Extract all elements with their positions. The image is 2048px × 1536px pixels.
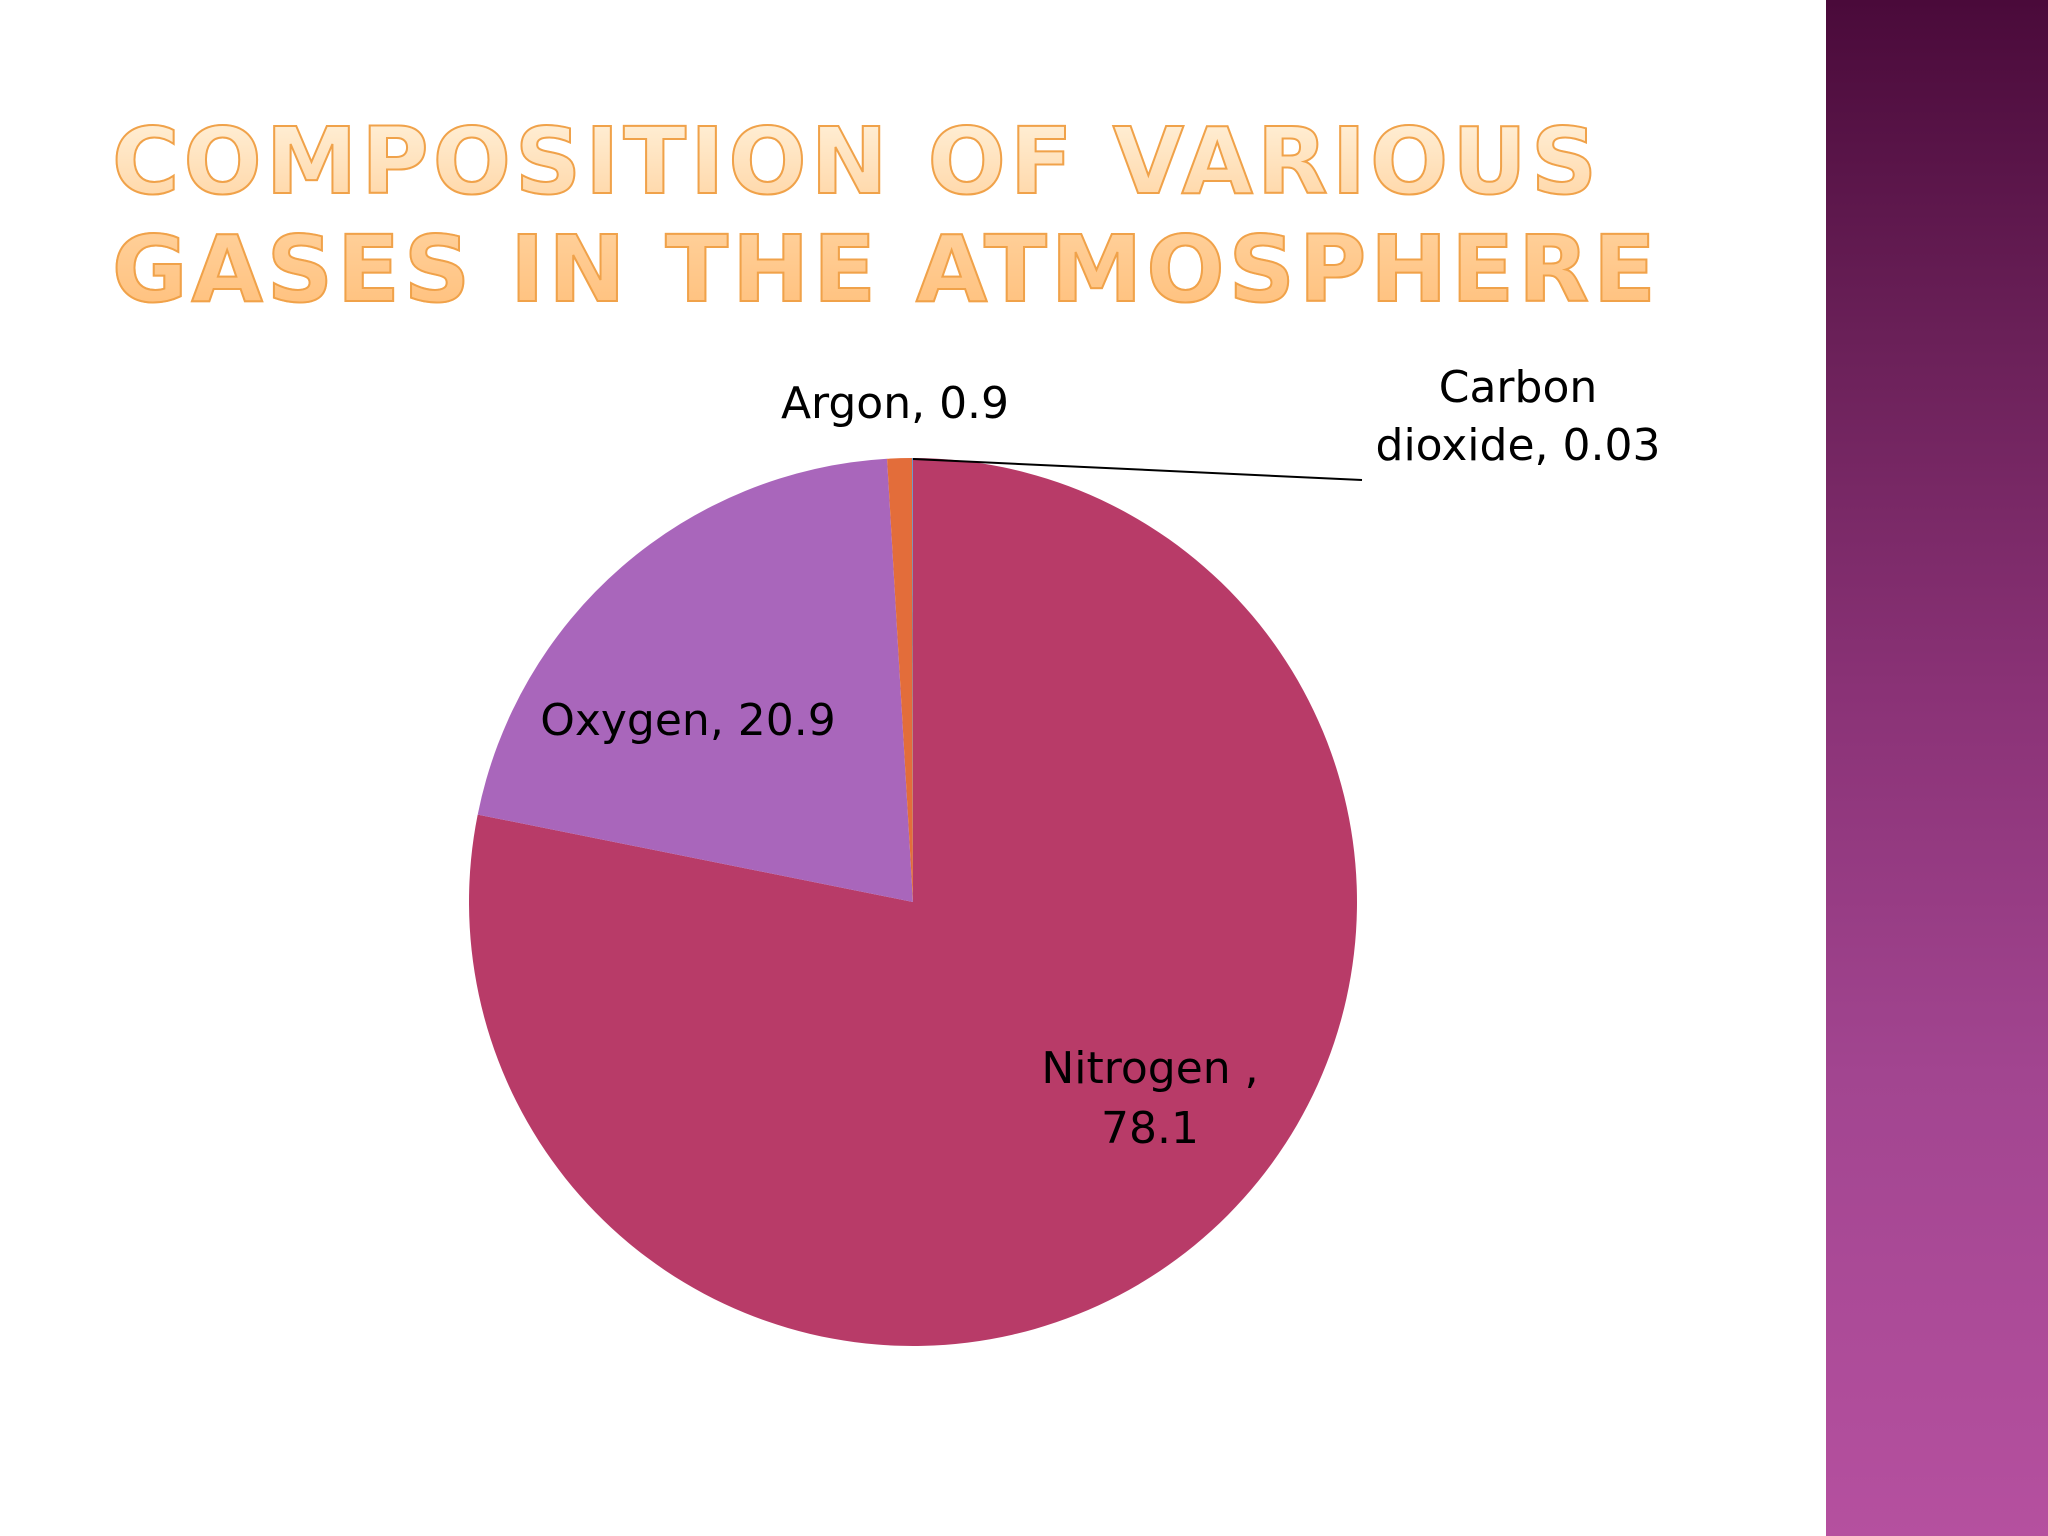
data-label-line: Oxygen, 20.9 bbox=[540, 695, 836, 746]
data-label-line: Nitrogen , bbox=[1041, 1043, 1258, 1094]
data-label-oxygen: Oxygen, 20.9 bbox=[540, 695, 836, 746]
pie-slices bbox=[468, 458, 1357, 1347]
pie-slice-oxygen bbox=[477, 458, 913, 902]
data-label-carbon-dioxide: Carbon dioxide, 0.03 bbox=[1376, 362, 1661, 471]
decorative-side-band bbox=[1826, 0, 2048, 1536]
data-label-line: 78.1 bbox=[1101, 1103, 1199, 1154]
slice-labels: Nitrogen , 78.1 Oxygen, 20.9 Argon, 0.9 Carb… bbox=[540, 362, 1660, 1154]
data-label-line: dioxide, 0.03 bbox=[1376, 420, 1661, 471]
pie-slice-nitrogen bbox=[468, 458, 1357, 1347]
data-label-argon: Argon, 0.9 bbox=[781, 378, 1009, 429]
pie-slice-carbon-dioxide bbox=[912, 458, 913, 902]
leader-line-carbon-dioxide bbox=[912, 458, 1363, 481]
pie-slice-argon bbox=[887, 458, 913, 902]
data-label-line: Argon, 0.9 bbox=[781, 378, 1009, 429]
data-label-nitrogen: Nitrogen , 78.1 bbox=[1041, 1043, 1258, 1154]
leader-lines bbox=[912, 458, 1363, 481]
data-label-line: Carbon bbox=[1439, 362, 1598, 413]
slide-title: Composition of various gases in the atmo… bbox=[111, 107, 1672, 324]
